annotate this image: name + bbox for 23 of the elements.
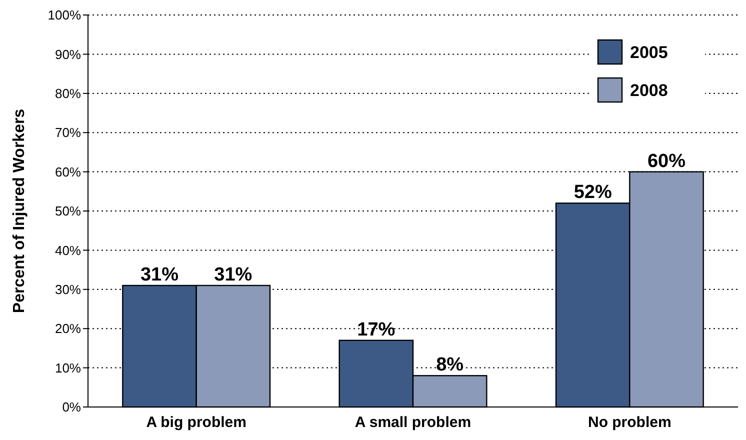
y-tick-label: 20% bbox=[54, 321, 82, 336]
y-axis-title: Percent of Injured Workers bbox=[11, 108, 28, 314]
y-tick-label: 0% bbox=[62, 400, 82, 415]
y-tick-label: 10% bbox=[54, 360, 82, 376]
y-tick-label: 60% bbox=[54, 164, 82, 180]
data-label: 31% bbox=[214, 264, 252, 286]
y-tick-label: 70% bbox=[54, 125, 82, 140]
data-label: 17% bbox=[357, 319, 396, 340]
y-tick-label: 30% bbox=[54, 282, 82, 297]
data-label: 8% bbox=[436, 354, 464, 376]
y-tick-label: 100% bbox=[48, 8, 82, 23]
y-tick-label: 40% bbox=[54, 242, 82, 258]
x-tick-label: A big problem bbox=[146, 414, 246, 431]
data-label: 31% bbox=[140, 264, 179, 286]
y-tick-label: 50% bbox=[54, 204, 82, 219]
legend-label: 2008 bbox=[630, 80, 668, 100]
y-tick-label: 90% bbox=[54, 46, 82, 62]
data-label: 52% bbox=[574, 182, 612, 204]
y-tick-label: 80% bbox=[54, 86, 82, 101]
legend-label: 2005 bbox=[630, 42, 668, 62]
data-label: 60% bbox=[647, 150, 686, 172]
x-tick-label: No problem bbox=[588, 414, 672, 431]
x-tick-label: A small problem bbox=[354, 414, 472, 431]
